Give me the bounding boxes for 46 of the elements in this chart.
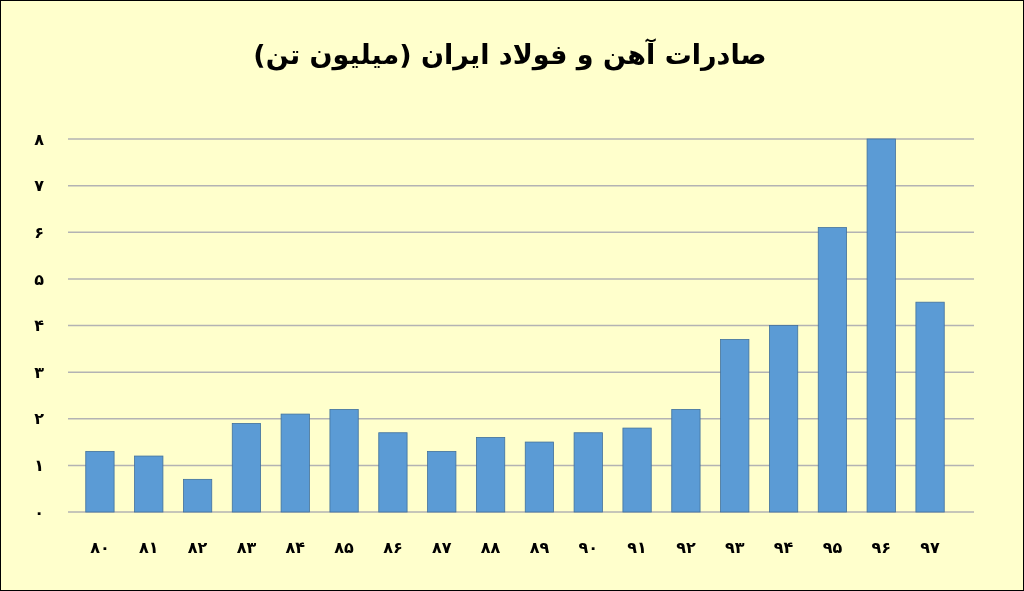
bar <box>134 455 164 513</box>
bar <box>720 339 750 513</box>
x-tick-label: ۸۹ <box>529 538 550 558</box>
x-tick-label: ۹۴ <box>773 538 794 558</box>
y-tick-label: ۲ <box>34 409 45 429</box>
y-tick-label: ۷ <box>34 176 45 196</box>
x-tick-label: ۸۵ <box>334 538 355 558</box>
bar <box>329 409 359 513</box>
y-tick-label: ۳ <box>34 362 45 382</box>
bar <box>671 409 701 513</box>
bar <box>622 427 652 513</box>
bar <box>85 450 115 513</box>
x-tick-label: ۸۳ <box>236 538 257 558</box>
bar <box>183 478 213 513</box>
x-tick-label: ۸۷ <box>431 538 452 558</box>
bar <box>427 450 457 513</box>
y-tick-label: ۵ <box>34 269 45 289</box>
x-tick-label: ۸۰ <box>90 538 110 558</box>
x-tick-label: ۹۳ <box>724 538 745 558</box>
bar <box>915 301 945 513</box>
x-tick-label: ۸۸ <box>480 538 501 558</box>
x-tick-label: ۹۶ <box>871 538 892 558</box>
y-tick-label: ۰ <box>34 502 44 522</box>
x-tick-label: ۸۲ <box>187 538 208 558</box>
bar <box>280 413 310 513</box>
x-tick-label: ۹۰ <box>578 538 599 558</box>
chart-title: صادرات آهن و فولاد ایران (میلیون تن) <box>253 38 767 71</box>
x-tick-label: ۹۵ <box>822 538 843 558</box>
bar <box>231 423 261 513</box>
x-tick-label: ۹۲ <box>676 538 696 558</box>
y-tick-label: ۱ <box>34 455 44 475</box>
bar <box>524 441 554 513</box>
bar <box>573 432 603 513</box>
bar <box>866 138 896 513</box>
y-tick-label: ۸ <box>34 129 45 149</box>
x-tick-label: ۸۴ <box>285 538 306 558</box>
x-tick-label: ۹۷ <box>920 538 941 558</box>
bar <box>476 437 506 513</box>
bar <box>769 325 799 513</box>
x-tick-label: ۸۱ <box>138 538 159 558</box>
y-tick-label: ۴ <box>34 316 45 336</box>
x-tick-label: ۹۱ <box>627 538 647 558</box>
bar <box>817 227 847 513</box>
y-tick-label: ۶ <box>34 222 44 242</box>
bar <box>378 432 408 513</box>
x-tick-label: ۸۶ <box>383 538 403 558</box>
